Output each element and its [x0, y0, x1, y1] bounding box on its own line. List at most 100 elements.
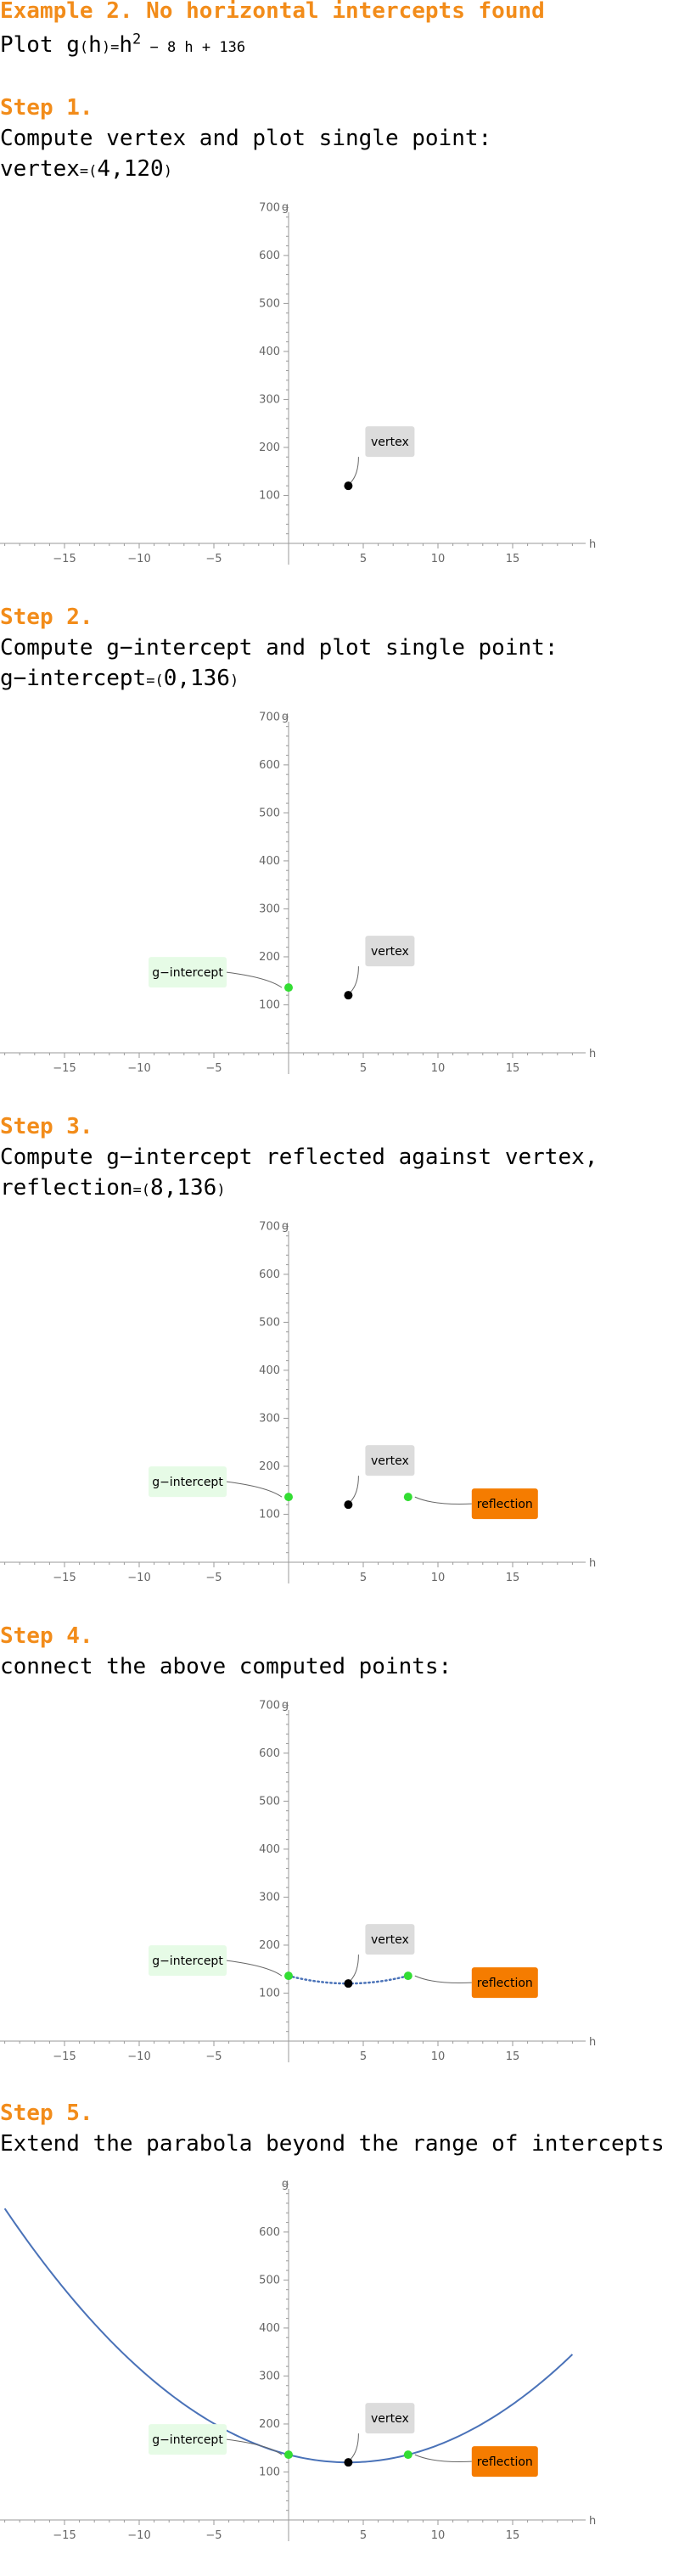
x-tick-label: −5: [205, 1062, 222, 1075]
chart-step-5: −15 −10 −5 5 10 15 100 200 300 400 500 600 h g vertex g…: [0, 2178, 596, 2542]
g-intercept-label-box: [149, 1466, 227, 1498]
reflection-label-box: [471, 2446, 538, 2478]
y-tick-label: 700: [259, 711, 280, 723]
x-axis-label: h: [589, 1048, 596, 1060]
g-intercept-leader-line: [226, 2438, 283, 2455]
x-tick-label: −5: [205, 2050, 222, 2063]
g-intercept-label: g−intercept: [152, 2433, 223, 2447]
plot-prefix: Plot g: [0, 32, 80, 58]
x-tick-label: 5: [360, 1062, 367, 1075]
y-tick-label: 300: [259, 2370, 280, 2382]
y-tick-label: 100: [259, 1987, 280, 1999]
vertex-label-box: [365, 426, 415, 458]
vertex-label: vertex: [371, 1454, 409, 1468]
y-tick-label: 100: [259, 1508, 280, 1521]
x-tick-label: −10: [127, 1062, 150, 1075]
vertex-label-box: [365, 936, 415, 967]
x-tick-label: 10: [431, 1572, 446, 1584]
y-tick-label: 600: [259, 1747, 280, 1760]
vertex-leader-line: [351, 966, 359, 993]
value-close: ): [216, 1182, 226, 1199]
vertex-leader-line: [351, 1954, 359, 1981]
x-tick-label: 10: [431, 553, 446, 565]
g-intercept-leader-line: [226, 971, 283, 988]
x-tick-label: −10: [127, 553, 150, 565]
value-coords: 4,120: [97, 156, 164, 182]
x-tick-label: 15: [506, 1572, 520, 1584]
vertex-label: vertex: [371, 436, 409, 449]
reflection-label-box: [471, 1967, 538, 1999]
y-tick-label: 400: [259, 1364, 280, 1377]
vertex-label: vertex: [371, 945, 409, 959]
vertex-point: [344, 1500, 353, 1510]
x-axis-label: h: [589, 2036, 596, 2049]
step-2-description: Compute g−intercept and plot single poin…: [0, 635, 558, 661]
x-tick-label: 5: [360, 553, 367, 565]
value-close: ): [229, 672, 239, 689]
y-axis-label: g: [282, 2178, 289, 2191]
equals-sign: =: [110, 39, 120, 56]
x-tick-label: 15: [506, 553, 520, 565]
term-exponent: 2: [132, 31, 142, 48]
y-axis-label: g: [282, 1699, 289, 1712]
x-tick-label: −10: [127, 2050, 150, 2063]
y-tick-label: 500: [259, 807, 280, 819]
y-tick-label: 600: [259, 759, 280, 772]
x-axis-label: h: [589, 2515, 596, 2528]
g-intercept-point: [284, 983, 293, 993]
reflection-label: reflection: [477, 1498, 533, 1511]
x-tick-label: 10: [431, 2050, 446, 2063]
page-title: Example 2. No horizontal intercepts foun…: [0, 0, 545, 24]
y-tick-label: 700: [259, 201, 280, 214]
value-name: vertex: [0, 156, 80, 182]
y-tick-label: 500: [259, 1316, 280, 1329]
y-tick-label: 200: [259, 951, 280, 964]
step-1-value: vertex=(4,120): [0, 156, 172, 182]
y-tick-label: 500: [259, 1795, 280, 1808]
x-tick-label: −5: [205, 553, 222, 565]
vertex-leader-line: [351, 457, 359, 483]
g-intercept-label-box: [149, 1945, 227, 1977]
x-tick-label: −15: [53, 2050, 76, 2063]
x-tick-label: 15: [506, 2050, 520, 2063]
value-open: (: [154, 672, 164, 689]
value-coords: 8,136: [150, 1175, 217, 1201]
reflection-label-box: [471, 1488, 538, 1520]
vertex-leader-line: [351, 2433, 359, 2460]
reflection-leader-line: [414, 1496, 472, 1505]
y-tick-label: 700: [259, 1220, 280, 1233]
x-axis-label: h: [589, 1557, 596, 1570]
reflection-point: [403, 2450, 412, 2460]
chart-step-4: −15 −10 −5 5 10 15 100 200 300 400 500 600 700 h g vert…: [0, 1699, 596, 2063]
vertex-label-box: [365, 2403, 415, 2434]
y-tick-label: 600: [259, 2226, 280, 2239]
reflection-label: reflection: [477, 2455, 533, 2469]
y-tick-label: 300: [259, 1412, 280, 1425]
vertex-leader-line: [351, 1476, 359, 1502]
x-tick-label: −10: [127, 1572, 150, 1584]
y-tick-label: 100: [259, 998, 280, 1011]
step-3-value: reflection=(8,136): [0, 1175, 226, 1201]
g-intercept-point: [284, 1971, 293, 1981]
x-tick-label: −15: [53, 2529, 76, 2542]
vertex-point: [344, 1979, 353, 1988]
g-intercept-label: g−intercept: [152, 966, 223, 980]
step-1-description: Compute vertex and plot single point:: [0, 126, 492, 151]
g-intercept-point: [284, 1493, 293, 1502]
vertex-point: [344, 991, 353, 1000]
g-intercept-point: [284, 2450, 293, 2460]
y-tick-label: 200: [259, 442, 280, 454]
vertex-label: vertex: [371, 2412, 409, 2426]
term-base: h: [119, 32, 132, 58]
value-name: reflection: [0, 1175, 133, 1201]
vertex-point: [344, 481, 353, 491]
function-variable: h: [88, 32, 102, 58]
x-tick-label: −15: [53, 1062, 76, 1075]
y-tick-label: 400: [259, 855, 280, 868]
vertex-point: [344, 2458, 353, 2467]
y-tick-label: 300: [259, 393, 280, 406]
x-tick-label: −10: [127, 2529, 150, 2542]
x-tick-label: −15: [53, 553, 76, 565]
y-tick-label: 600: [259, 1268, 280, 1281]
x-tick-label: 15: [506, 1062, 520, 1075]
